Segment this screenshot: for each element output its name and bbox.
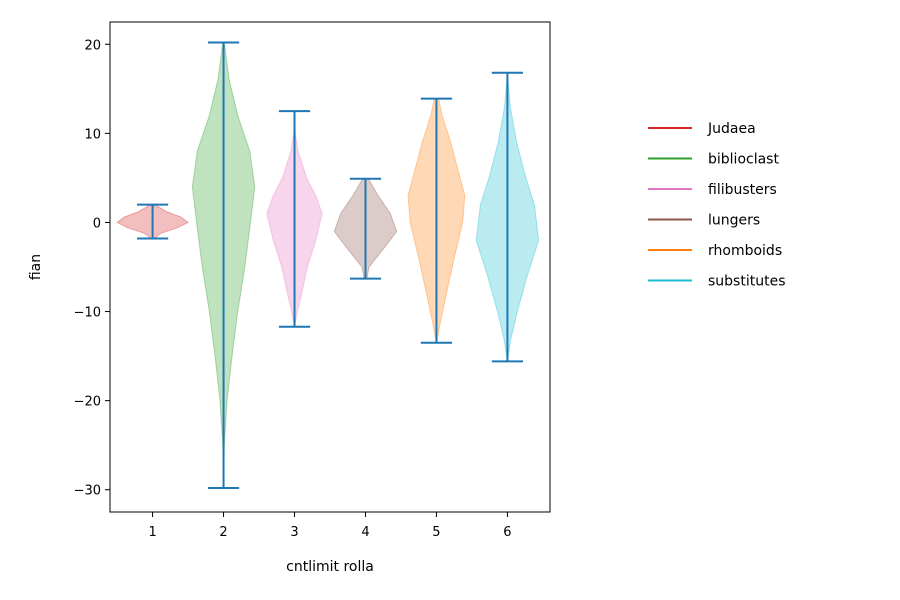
x-tick-label: 4 (361, 525, 369, 540)
legend-label-lungers: lungers (708, 213, 760, 229)
y-tick-label: 20 (84, 38, 101, 53)
y-tick-label: −30 (74, 484, 101, 499)
legend: Judaea biblioclast filibusters lungers rhomb… (648, 121, 786, 290)
y-axis: 20 10 0 −10 −20 −30 (74, 38, 110, 499)
plot-frame (109, 21, 551, 513)
y-tick-label: 10 (84, 127, 101, 142)
legend-label-filibusters: filibusters (708, 182, 777, 198)
y-tick-label: −20 (74, 395, 101, 410)
x-axis-label: cntlimit rolla (286, 559, 374, 575)
legend-label-biblioclast: biblioclast (708, 152, 779, 168)
legend-label-rhomboids: rhomboids (708, 243, 782, 259)
legend-label-substitutes: substitutes (708, 274, 786, 290)
x-axis: 1 2 3 4 5 6 (148, 512, 512, 540)
whisker-layer (136, 41, 524, 489)
x-tick-label: 1 (148, 525, 156, 540)
x-tick-label: 6 (503, 525, 511, 540)
legend-label-Judaea: Judaea (707, 121, 756, 137)
y-tick-label: 0 (93, 216, 101, 231)
y-tick-label: −10 (74, 306, 101, 321)
y-axis-label: fian (28, 254, 44, 280)
x-tick-label: 2 (219, 525, 227, 540)
x-tick-label: 5 (432, 525, 440, 540)
x-tick-label: 3 (290, 525, 298, 540)
violin-layer (116, 41, 540, 488)
